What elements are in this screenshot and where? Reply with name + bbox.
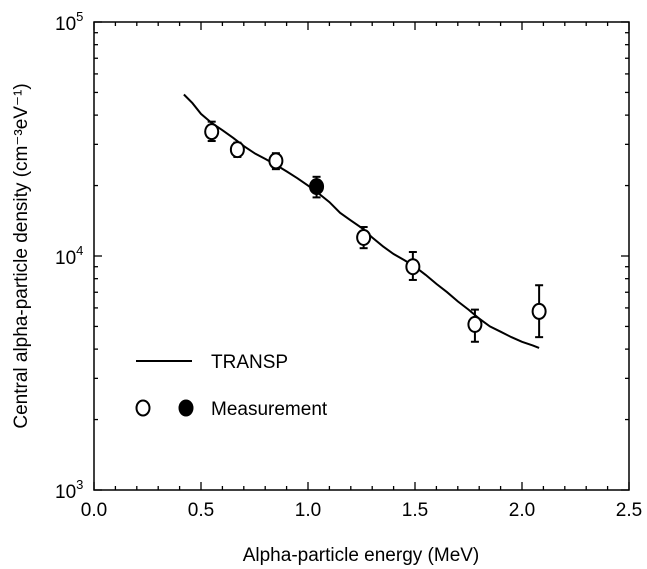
legend-filled-circle-swatch [178, 399, 194, 417]
x-tick-label: 1.0 [295, 500, 321, 521]
measurement-point-open [531, 302, 547, 320]
y-tick-labels: 103 104 105 [55, 9, 83, 503]
legend-open-circle-swatch [135, 399, 151, 417]
plot-frame [93, 21, 630, 491]
y-tick-label: 104 [55, 243, 83, 269]
legend-transp-label: TRANSP [211, 352, 288, 373]
x-tick-labels: 0.0 0.5 1.0 1.5 2.0 2.5 [81, 500, 642, 521]
transp-line [183, 93, 540, 349]
y-axis-label: Central alpha-particle density (cm⁻³eV⁻¹… [11, 83, 32, 428]
axis-ticks [93, 21, 630, 491]
legend: TRANSP Measurement [135, 352, 328, 420]
measurement-point-open [229, 141, 245, 159]
measurement-point-open [204, 123, 220, 141]
measurement-series [204, 120, 547, 343]
x-tick-label: 0.0 [81, 500, 107, 521]
x-axis-label: Alpha-particle energy (MeV) [243, 545, 480, 566]
measurement-point-open [405, 258, 421, 276]
y-tick-label: 103 [55, 477, 83, 503]
measurement-point-filled [309, 178, 325, 196]
x-tick-label: 0.5 [188, 500, 214, 521]
x-tick-label: 1.5 [402, 500, 428, 521]
measurement-point-open [467, 315, 483, 333]
legend-measurement-label: Measurement [211, 399, 328, 420]
x-tick-label: 2.5 [616, 500, 642, 521]
x-tick-label: 2.0 [509, 500, 535, 521]
measurement-point-open [356, 228, 372, 246]
measurement-point-open [268, 152, 284, 170]
transp-series [183, 93, 540, 349]
y-tick-label: 105 [55, 9, 83, 35]
